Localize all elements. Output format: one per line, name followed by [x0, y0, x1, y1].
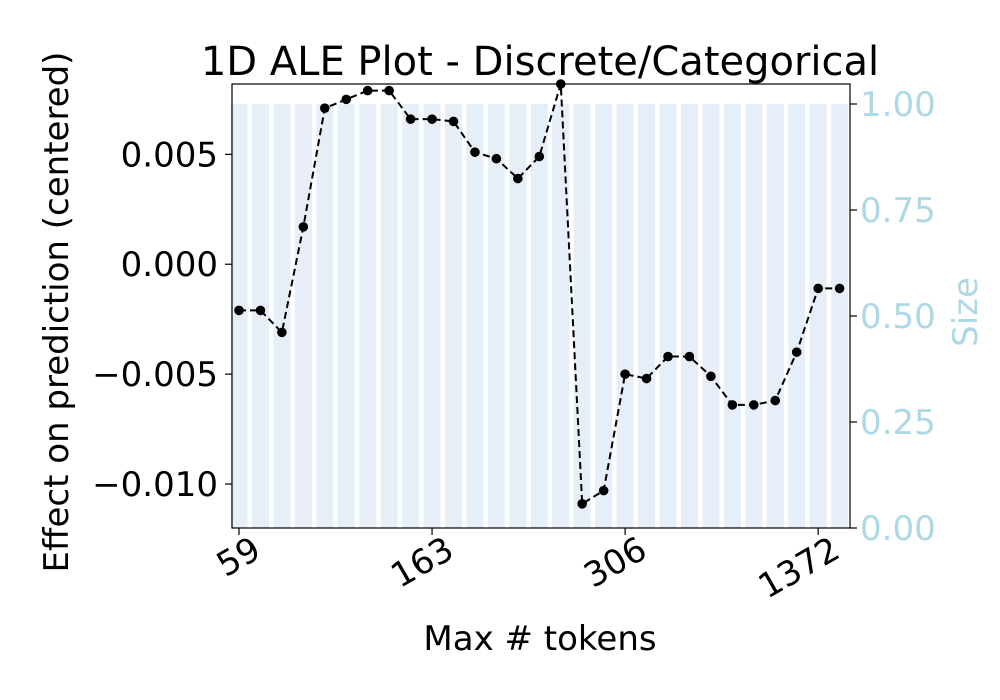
size-bars — [230, 104, 849, 528]
ale-point — [577, 499, 587, 509]
ale-point — [641, 373, 652, 384]
y2-tick-label: 0.25 — [860, 403, 936, 443]
ale-point — [277, 327, 287, 338]
ale-point — [684, 351, 695, 362]
ale-point — [513, 173, 523, 184]
y2-tick-label: 0.50 — [860, 297, 936, 337]
size-bar — [831, 104, 849, 528]
ale-point — [341, 94, 352, 105]
size-bar — [766, 104, 784, 528]
chart-title: 1D ALE Plot - Discrete/Categorical — [201, 39, 879, 85]
size-bar — [788, 104, 806, 528]
y-tick-label: 0.005 — [121, 135, 218, 175]
x-tick-label: 163 — [384, 529, 460, 596]
size-bar — [745, 104, 763, 528]
size-bar — [616, 104, 634, 528]
size-bar — [337, 104, 355, 528]
ale-point — [298, 222, 309, 232]
ale-point — [234, 305, 244, 316]
size-bar — [573, 104, 591, 528]
size-bar — [702, 104, 720, 528]
ale-points — [234, 79, 845, 509]
size-bar — [723, 104, 741, 528]
ale-point — [491, 153, 502, 164]
size-bar — [273, 104, 291, 528]
ale-point — [255, 305, 266, 316]
x-tick-label: 59 — [210, 529, 267, 585]
y2-tick-label: 0.75 — [860, 191, 936, 231]
size-bar — [316, 104, 334, 528]
size-bar — [509, 104, 527, 528]
ale-point — [534, 151, 545, 162]
size-bar — [638, 104, 656, 528]
ale-point — [620, 369, 630, 379]
size-bar — [230, 104, 248, 528]
size-bar — [659, 104, 677, 528]
size-bar — [402, 104, 420, 528]
y2-tick-label: 1.00 — [860, 85, 936, 125]
ale-point — [706, 371, 716, 382]
x-tick-label: 1372 — [752, 529, 847, 607]
ale-point — [427, 114, 437, 124]
ale-series-line — [239, 83, 840, 506]
y-tick-label: −0.005 — [92, 355, 218, 395]
ale-point — [727, 400, 738, 410]
size-bar — [680, 104, 698, 528]
ale-point — [770, 395, 781, 406]
ale-point — [663, 351, 673, 362]
size-bar — [294, 104, 312, 528]
size-bar — [359, 104, 377, 528]
size-bar — [530, 104, 548, 528]
ale-point — [320, 103, 330, 113]
size-bar — [380, 104, 398, 528]
ale-point — [384, 85, 394, 96]
ale-point — [598, 485, 609, 496]
ale-point — [791, 347, 802, 357]
size-bar — [809, 104, 827, 528]
ale-point — [405, 114, 416, 124]
ale-point — [362, 85, 373, 96]
size-bar — [595, 104, 613, 528]
ale-point — [749, 400, 759, 410]
size-bar — [552, 104, 570, 528]
y2-tick-label: 0.00 — [860, 509, 936, 549]
ale-line — [239, 83, 840, 506]
y-axis-label: Effect on prediction (centered) — [37, 52, 77, 573]
ale-point — [448, 116, 459, 127]
size-bar — [466, 104, 484, 528]
x-axis-label: Max # tokens — [423, 619, 656, 659]
ale-point — [834, 283, 845, 294]
ale-point — [813, 283, 823, 294]
y-tick-label: 0.000 — [121, 245, 218, 285]
size-bar — [445, 104, 462, 528]
size-bar — [251, 104, 269, 528]
size-bar — [487, 104, 505, 528]
y-tick-label: −0.010 — [92, 465, 218, 505]
y2-axis-label: Size — [946, 277, 986, 347]
size-bar — [423, 104, 441, 528]
axes: 0.005 0.000 −0.005 −0.010 0.00 0.25 0.50 0.75 1.… — [92, 83, 936, 607]
ale-point — [470, 147, 480, 157]
x-tick-label: 306 — [577, 529, 653, 596]
plot-frame — [231, 83, 851, 529]
